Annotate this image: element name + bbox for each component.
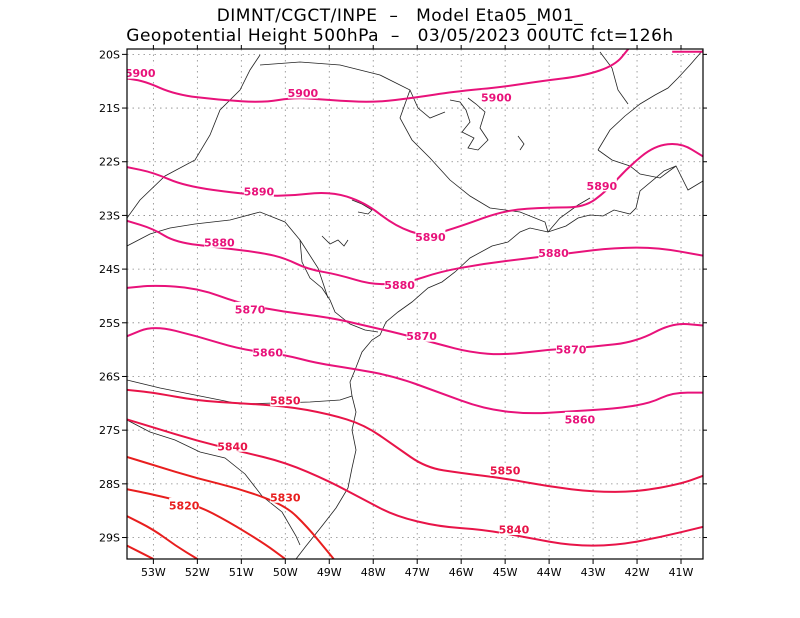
- y-axis: 20S 21S 22S 23S 24S 25S 26S 27S 28S 29S: [99, 48, 707, 545]
- contour-label: 5860: [252, 346, 283, 359]
- x-tick-label: 52W: [185, 566, 210, 579]
- contour-label-bg: [217, 438, 248, 452]
- contour-label: 5900: [288, 87, 319, 100]
- contour-label: 5900: [481, 91, 512, 104]
- contour-label: 5830: [270, 491, 301, 504]
- y-tick-label: 29S: [99, 532, 120, 545]
- contour-label: 5860: [565, 413, 596, 426]
- contour-label-bg: [270, 393, 301, 407]
- coastline: [295, 165, 703, 559]
- state-border: [127, 419, 301, 546]
- contour-5850: [127, 388, 703, 493]
- reservoir: [449, 97, 489, 151]
- state-border: [599, 51, 629, 105]
- contour-5840: [127, 418, 703, 547]
- contour-label: 5880: [538, 247, 569, 260]
- contour-5810: [127, 515, 198, 559]
- map-title-line1: DIMNT/CGCT/INPE – Model Eta05_M01_: [216, 6, 584, 26]
- state-border: [259, 61, 446, 119]
- contour-label: 5850: [270, 395, 301, 408]
- contour-label-bg: [204, 234, 235, 248]
- y-tick-label: 28S: [99, 478, 120, 491]
- state-border: [547, 197, 591, 233]
- contour-5820: [127, 488, 286, 559]
- contour-label-bg: [252, 344, 283, 358]
- contour-5900: [127, 49, 630, 103]
- state-border: [399, 89, 549, 233]
- contour-label-bg: [481, 89, 512, 103]
- contour-label: 5820: [169, 499, 200, 512]
- contour-label-bg: [406, 328, 437, 342]
- contour-label: 5900: [125, 67, 156, 80]
- x-tick-label: 50W: [273, 566, 298, 579]
- reservoir: [351, 199, 373, 215]
- x-axis: 53W 52W 51W 50W 49W 48W 47W 46W 45W 44W 43W 42W 41W: [141, 45, 694, 579]
- state-border: [127, 54, 261, 219]
- contour-label-bg: [586, 178, 617, 192]
- contour-label-bg: [415, 229, 446, 243]
- map-title-line2: Geopotential Height 500hPa – 03/05/2023 …: [126, 26, 674, 46]
- y-tick-label: 22S: [99, 156, 120, 169]
- y-tick-label: 25S: [99, 317, 120, 330]
- state-border: [127, 211, 379, 333]
- contour-label-bg: [556, 342, 587, 356]
- x-tick-label: 48W: [361, 566, 386, 579]
- contour-label: 5870: [556, 344, 587, 357]
- y-tick-label: 20S: [99, 48, 120, 61]
- x-tick-label: 53W: [141, 566, 166, 579]
- state-border: [127, 379, 353, 405]
- x-tick-label: 43W: [581, 566, 606, 579]
- contour-label-bg: [498, 521, 529, 535]
- x-tick-label: 42W: [625, 566, 650, 579]
- contour-label-bg: [270, 489, 301, 503]
- x-tick-label: 49W: [317, 566, 342, 579]
- contour-label: 5870: [235, 303, 266, 316]
- contour-label-bg: [235, 301, 266, 315]
- contour-label-bg: [564, 411, 595, 425]
- x-tick-label: 51W: [229, 566, 254, 579]
- contour-5830: [127, 456, 335, 559]
- reservoir: [321, 235, 349, 247]
- contour-label: 5890: [587, 180, 618, 193]
- x-tick-label: 46W: [449, 566, 474, 579]
- x-tick-label: 47W: [405, 566, 430, 579]
- contour-label: 5870: [406, 330, 437, 343]
- x-tick-label: 44W: [537, 566, 562, 579]
- state-border: [597, 149, 677, 179]
- state-border: [299, 239, 329, 299]
- state-border: [597, 49, 703, 151]
- contour-label-bg: [243, 183, 274, 197]
- y-tick-label: 26S: [99, 370, 120, 383]
- contour-label-bg: [287, 85, 318, 99]
- contour-label-bg: [538, 245, 569, 259]
- contour-label-bg: [490, 462, 521, 476]
- contour-label-bg: [127, 65, 156, 79]
- contour-label: 5850: [490, 464, 521, 477]
- contour-5800: [127, 544, 154, 559]
- x-tick-label: 41W: [669, 566, 694, 579]
- contour-label-bg: [384, 277, 415, 291]
- y-tick-label: 23S: [99, 209, 120, 222]
- contour-5860: [127, 327, 703, 415]
- contour-5870: [127, 284, 703, 356]
- x-tick-label: 45W: [493, 566, 518, 579]
- reservoir: [517, 135, 525, 151]
- contour-lines: 5900 5900 5900 5890 5890 5890 5880 5880 5880 5870…: [125, 49, 703, 559]
- coastline-and-borders: [127, 49, 703, 559]
- plot-frame: [126, 48, 704, 560]
- contour-label: 5880: [384, 279, 415, 292]
- y-tick-label: 27S: [99, 424, 120, 437]
- contour-label: 5840: [499, 523, 530, 536]
- y-tick-label: 21S: [99, 102, 120, 115]
- contour-label: 5840: [217, 440, 248, 453]
- contour-label: 5880: [204, 236, 235, 249]
- contour-label-bg: [169, 497, 200, 511]
- gridlines: [127, 49, 703, 559]
- contour-label: 5890: [415, 231, 446, 244]
- y-tick-label: 24S: [99, 263, 120, 276]
- contour-label: 5890: [244, 185, 275, 198]
